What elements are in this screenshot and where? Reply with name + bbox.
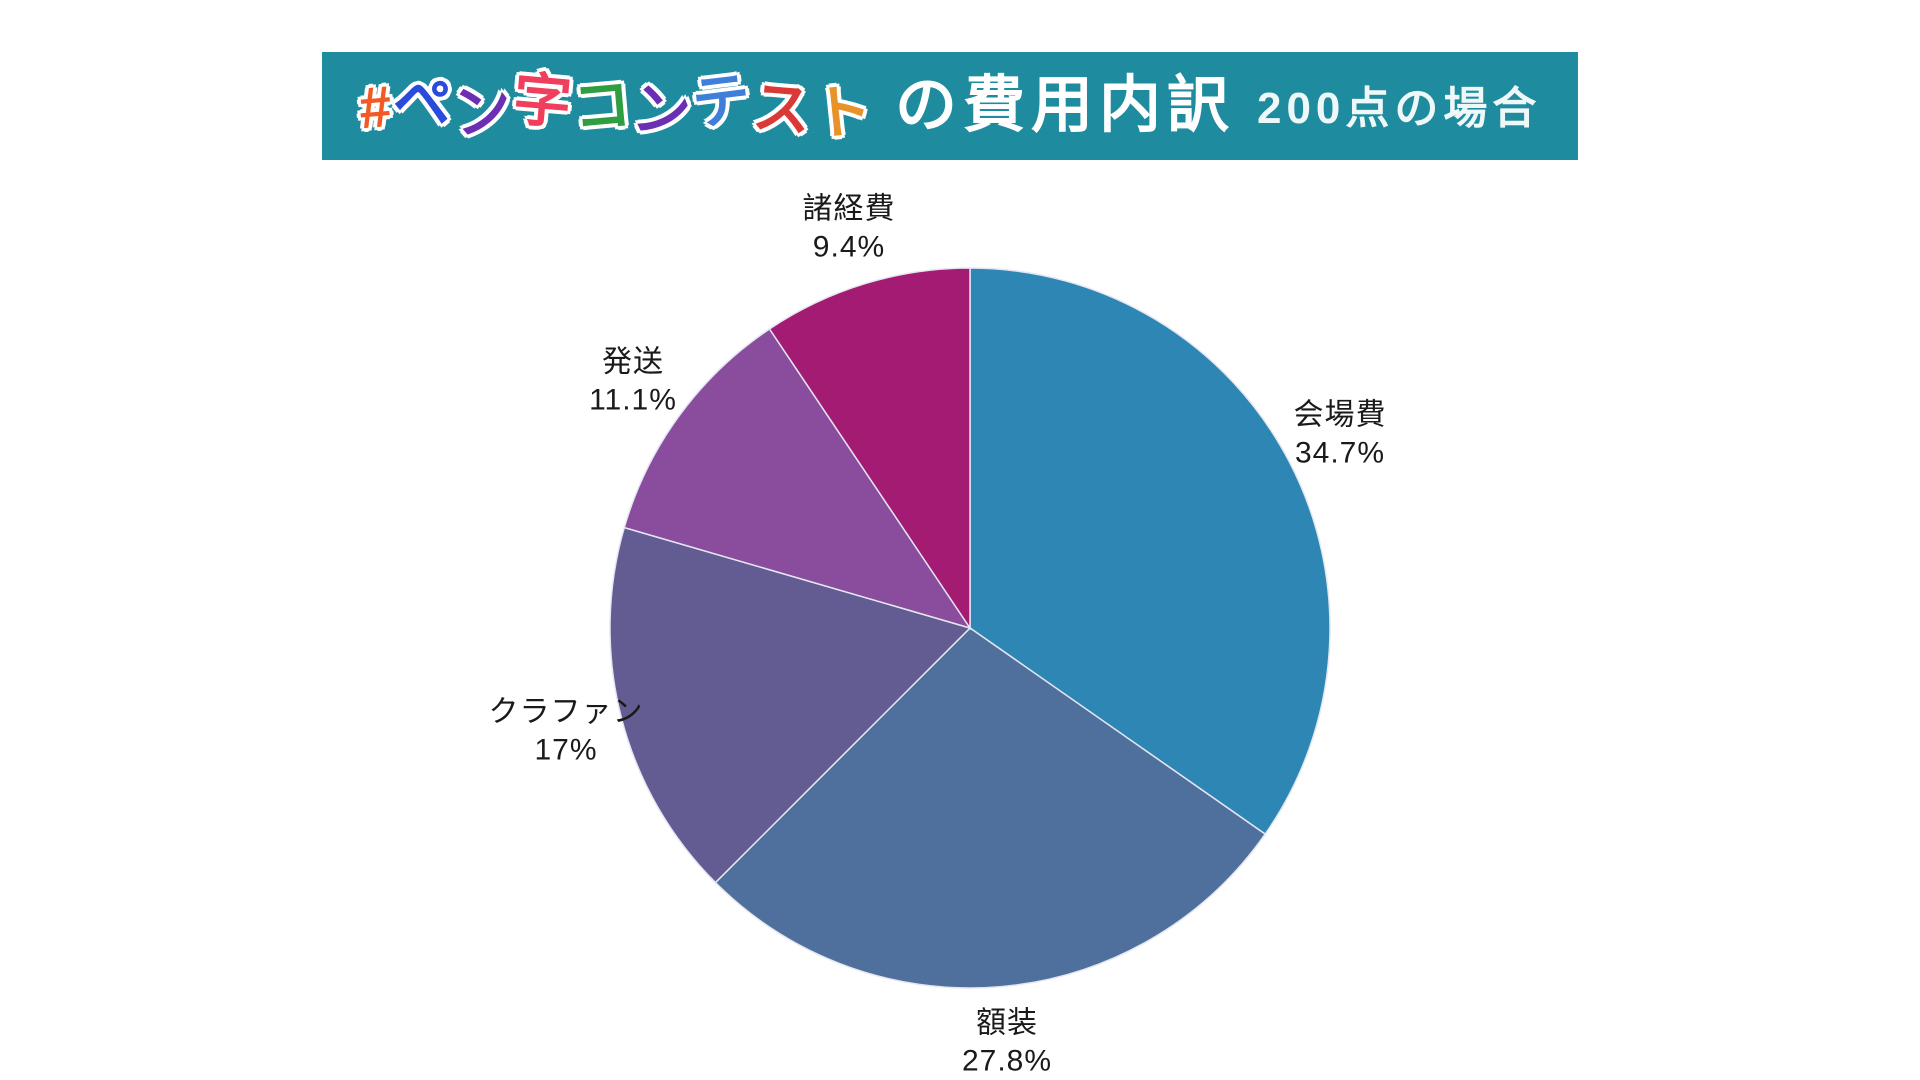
pie-slice-額装 bbox=[714, 627, 1267, 989]
slice-label-name: 会場費 bbox=[1293, 398, 1387, 432]
pie-slice-会場費 bbox=[969, 267, 1331, 836]
slice-label-percent: 17% bbox=[534, 734, 598, 767]
slice-label-percent: 27.8% bbox=[961, 1045, 1053, 1078]
slice-label-name: 額装 bbox=[975, 1006, 1038, 1040]
banner-subtitle: 200点の場合 bbox=[1256, 84, 1542, 133]
slice-label-諸経費: 諸経費 9.4% bbox=[803, 191, 896, 268]
slice-label-name: 発送 bbox=[602, 345, 664, 379]
slice-label-percent: 34.7% bbox=[1294, 437, 1386, 470]
pie-slice-クラファン bbox=[609, 526, 972, 884]
pie-slice-発送 bbox=[623, 327, 972, 630]
slice-label-クラファン: クラファン 17% bbox=[489, 694, 644, 771]
pie-slice-諸経費 bbox=[768, 267, 971, 631]
slice-label-name: クラファン bbox=[488, 695, 644, 729]
slice-label-name: 諸経費 bbox=[802, 192, 896, 226]
slice-label-percent: 11.1% bbox=[589, 384, 677, 417]
banner-title: の費用内訳 bbox=[894, 71, 1235, 140]
slice-label-会場費: 会場費 34.7% bbox=[1294, 397, 1387, 474]
slice-label-額装: 額装 27.8% bbox=[962, 1005, 1052, 1080]
title-banner: # ペン字コンテスト の費用内訳 200点の場合 bbox=[322, 52, 1578, 160]
slice-label-発送: 発送 11.1% bbox=[589, 344, 677, 421]
slice-label-percent: 9.4% bbox=[812, 231, 886, 264]
